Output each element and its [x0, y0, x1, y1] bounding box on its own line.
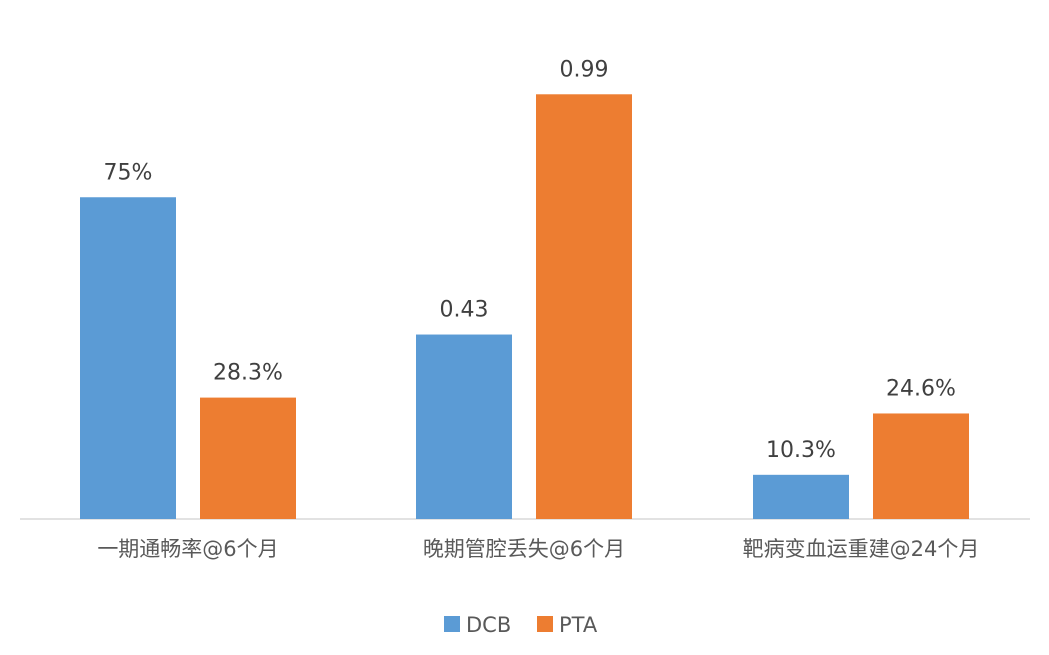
bar-dcb-1 — [80, 197, 176, 519]
data-label-dcb-2: 0.43 — [440, 298, 489, 323]
category-label-3: 靶病变血运重建@24个月 — [743, 537, 980, 561]
category-labels-layer: 一期通畅率@6个月 晚期管腔丢失@6个月 靶病变血运重建@24个月 — [97, 537, 979, 561]
data-label-pta-1: 28.3% — [213, 361, 283, 386]
bar-pta-1 — [200, 397, 296, 519]
category-label-1: 一期通畅率@6个月 — [97, 537, 278, 561]
data-label-dcb-1: 75% — [104, 160, 153, 185]
bar-dcb-2 — [416, 334, 512, 519]
data-label-dcb-3: 10.3% — [766, 438, 836, 463]
category-label-2: 晚期管腔丢失@6个月 — [423, 537, 625, 561]
data-label-pta-3: 24.6% — [886, 376, 956, 401]
bars-layer — [80, 94, 969, 519]
bar-pta-2 — [536, 94, 632, 519]
bar-dcb-3 — [753, 474, 849, 519]
data-label-pta-2: 0.99 — [560, 57, 609, 82]
legend-label-dcb: DCB — [466, 613, 511, 637]
legend-swatch-dcb — [444, 616, 460, 632]
legend-label-pta: PTA — [559, 613, 598, 637]
legend: DCB PTA — [444, 613, 598, 637]
data-labels-layer: 75% 28.3% 0.43 0.99 10.3% 24.6% — [104, 57, 956, 463]
bar-pta-3 — [873, 413, 969, 519]
legend-swatch-pta — [537, 616, 553, 632]
